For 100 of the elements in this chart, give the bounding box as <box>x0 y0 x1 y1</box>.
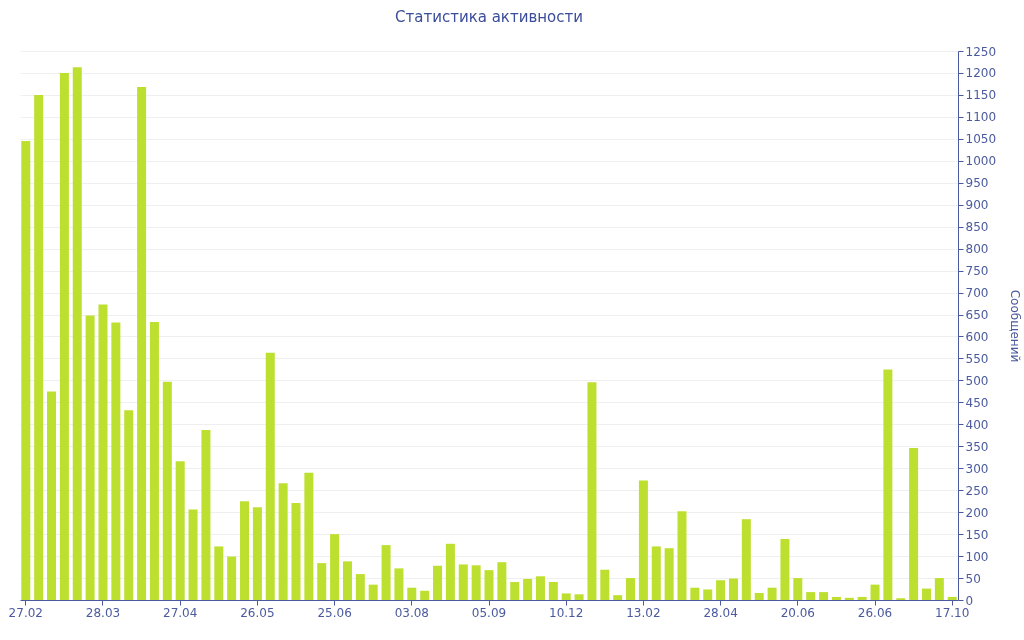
bar <box>934 578 944 600</box>
y-tick-label: 1200 <box>965 66 997 81</box>
y-tick-label: 0 <box>965 593 974 608</box>
bar <box>188 509 198 600</box>
y-tick-label: 1050 <box>965 132 997 147</box>
bar <box>780 538 790 600</box>
bar <box>59 72 69 600</box>
x-tick-label: 26.06 <box>857 605 893 620</box>
bar <box>394 568 404 600</box>
y-tick-label: 700 <box>965 286 989 301</box>
bar <box>47 391 57 600</box>
bar <box>34 94 44 600</box>
bar <box>355 574 365 600</box>
bar <box>227 556 237 600</box>
y-tick-label: 600 <box>965 329 989 344</box>
bar <box>600 569 610 600</box>
bar <box>626 578 636 600</box>
bar <box>909 448 919 600</box>
bar <box>137 87 147 600</box>
bar <box>767 587 777 600</box>
bar <box>85 315 95 600</box>
y-tick-label: 1000 <box>965 154 997 169</box>
y-tick-label: 1150 <box>965 88 997 103</box>
bar <box>21 141 31 600</box>
bar <box>574 594 584 600</box>
bar <box>304 472 314 600</box>
bar <box>458 564 468 600</box>
bar <box>342 561 352 600</box>
bar <box>947 596 957 600</box>
bar <box>72 67 82 600</box>
bar <box>523 578 533 600</box>
bar <box>214 546 224 600</box>
bar <box>613 595 623 600</box>
y-tick-label: 250 <box>965 483 989 498</box>
bar <box>806 592 816 600</box>
x-tick-label: 27.02 <box>8 605 43 620</box>
y-tick-label: 500 <box>965 373 989 388</box>
y-tick-label: 150 <box>965 527 989 542</box>
bar <box>921 588 931 600</box>
y-tick-label: 300 <box>965 461 989 476</box>
y-tick-label: 100 <box>965 549 989 564</box>
x-tick-label: 28.04 <box>703 605 738 620</box>
bar <box>677 511 687 600</box>
y-tick-label: 1250 <box>965 44 997 59</box>
bar <box>497 562 507 600</box>
x-tick-label: 05.09 <box>471 605 507 620</box>
bar <box>716 580 726 600</box>
x-tick-label: 20.06 <box>780 605 815 620</box>
y-tick-label: 400 <box>965 417 989 432</box>
bar <box>484 570 494 600</box>
y-tick-label: 800 <box>965 242 989 257</box>
bar <box>561 593 571 600</box>
bar <box>651 546 661 600</box>
bar <box>548 581 558 600</box>
bar <box>291 502 301 600</box>
y-tick-label: 450 <box>965 395 989 410</box>
x-tick-label: 27.04 <box>163 605 198 620</box>
y-tick-label: 900 <box>965 198 989 213</box>
bar <box>317 563 327 600</box>
x-tick-label: 10.12 <box>549 605 584 620</box>
bar <box>111 322 121 600</box>
x-tick-label: 13.02 <box>626 605 661 620</box>
bar <box>831 596 841 600</box>
y-axis-title: Сообщений <box>1008 289 1023 363</box>
y-tick-label: 1100 <box>965 110 997 125</box>
bar <box>883 369 893 600</box>
x-tick-label: 03.08 <box>394 605 429 620</box>
y-tick-label: 550 <box>965 351 989 366</box>
bar <box>728 578 738 600</box>
bar <box>149 321 159 600</box>
bar <box>98 304 108 600</box>
bar <box>819 592 829 600</box>
y-tick-label: 50 <box>965 571 981 586</box>
bar <box>754 592 764 600</box>
y-tick-label: 650 <box>965 308 989 323</box>
chart-title: Статистика активности <box>395 8 583 26</box>
bar <box>381 545 391 600</box>
x-tick-label: 17.10 <box>935 605 970 620</box>
bar <box>510 581 520 600</box>
y-tick-label: 350 <box>965 439 989 454</box>
y-tick-label: 750 <box>965 264 989 279</box>
bar <box>535 576 545 600</box>
bar <box>471 565 481 600</box>
bar <box>162 381 172 600</box>
bar <box>240 501 250 600</box>
y-tick-label: 200 <box>965 505 989 520</box>
bar <box>445 543 455 600</box>
bar <box>433 565 443 600</box>
bar <box>368 584 378 600</box>
bar <box>793 578 803 600</box>
y-tick-label: 850 <box>965 220 989 235</box>
bar <box>638 480 648 600</box>
x-tick-label: 25.06 <box>317 605 352 620</box>
x-tick-label: 26.05 <box>240 605 275 620</box>
bar <box>124 410 134 600</box>
bar <box>664 548 674 600</box>
bar <box>330 534 340 600</box>
y-tick-label: 950 <box>965 176 989 191</box>
bar <box>870 584 880 600</box>
bar <box>278 483 288 600</box>
